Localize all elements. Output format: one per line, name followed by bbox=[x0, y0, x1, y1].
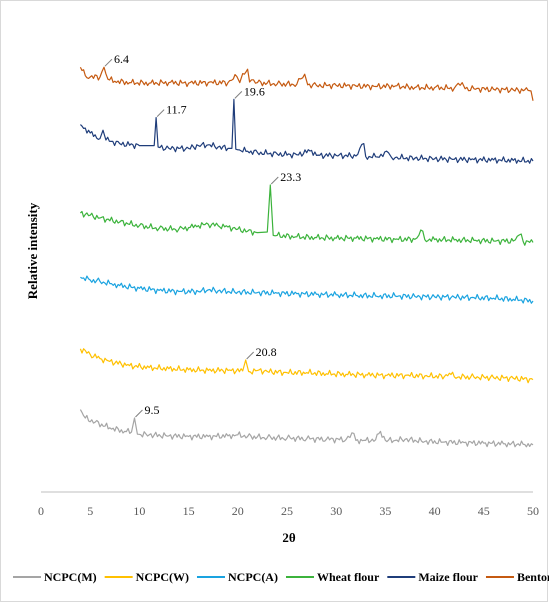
peak-label: 20.8 bbox=[256, 345, 277, 359]
x-tick-label: 35 bbox=[379, 504, 391, 518]
peak-leader bbox=[270, 176, 279, 185]
peak-label: 11.7 bbox=[166, 103, 187, 117]
legend-label: Maize flour bbox=[418, 570, 478, 584]
x-tick-label: 30 bbox=[330, 504, 342, 518]
series-layer bbox=[79, 66, 534, 448]
x-tick-label: 25 bbox=[281, 504, 293, 518]
legend-label: NCPC(A) bbox=[228, 570, 278, 584]
legend-label: NCPC(W) bbox=[136, 570, 189, 584]
annotation-layer: 9.5 20.8 23.3 11.7 19.6 6.4 bbox=[104, 52, 301, 418]
x-tick-label: 15 bbox=[183, 504, 195, 518]
peak-leader bbox=[135, 409, 143, 418]
x-tick-label: 0 bbox=[38, 504, 44, 518]
peak-leader bbox=[156, 109, 165, 117]
y-axis-title: Relative intensity bbox=[25, 202, 40, 299]
peak-leader bbox=[246, 351, 255, 360]
legend-label: Wheat flour bbox=[317, 570, 380, 584]
peak-label: 6.4 bbox=[114, 52, 129, 66]
x-tick-label: 10 bbox=[133, 504, 145, 518]
series-line-ncpc-a bbox=[80, 275, 534, 304]
x-axis: 0 5 10 15 20 25 30 35 40 45 50 bbox=[38, 491, 539, 518]
peak-label: 19.6 bbox=[244, 84, 265, 98]
x-tick-label: 50 bbox=[527, 504, 539, 518]
series-line-maize-flour bbox=[79, 98, 534, 164]
series-line-wheat-flour bbox=[79, 184, 534, 246]
peak-leader bbox=[234, 91, 243, 99]
x-tick-label: 40 bbox=[429, 504, 441, 518]
peak-leader bbox=[104, 58, 113, 67]
x-axis-title: 2θ bbox=[282, 530, 296, 545]
series-line-bentonite bbox=[79, 66, 534, 101]
peak-label: 9.5 bbox=[144, 403, 159, 417]
x-tick-label: 5 bbox=[87, 504, 93, 518]
series-line-ncpc-w bbox=[79, 348, 534, 384]
legend-label: NCPC(M) bbox=[44, 570, 97, 584]
peak-label: 23.3 bbox=[280, 170, 301, 184]
legend: NCPC(M) NCPC(W) NCPC(A) Wheat flour Maize fl… bbox=[13, 570, 550, 584]
x-tick-label: 20 bbox=[232, 504, 244, 518]
x-tick-label: 45 bbox=[478, 504, 490, 518]
legend-label: Bentonite bbox=[517, 570, 549, 584]
series-line-ncpc-m bbox=[79, 409, 534, 448]
